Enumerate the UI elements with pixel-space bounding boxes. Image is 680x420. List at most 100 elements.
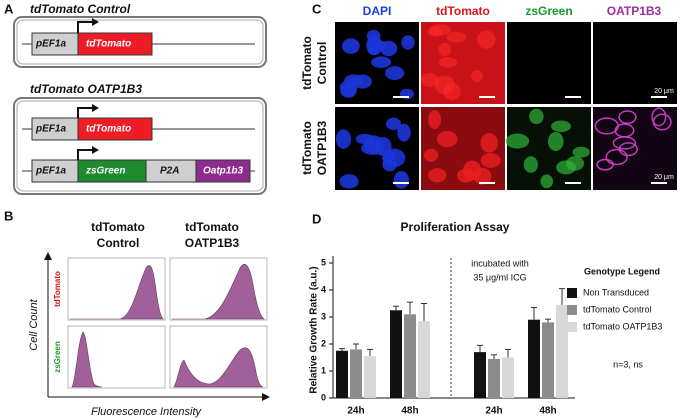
x-tick-label: 24h [485, 406, 502, 417]
cell [605, 148, 628, 166]
cell [477, 30, 496, 49]
cell [355, 133, 375, 145]
column-header: tdTomato [436, 4, 490, 18]
promoter-arrow [77, 107, 94, 118]
cell [540, 174, 554, 189]
axis-label: Fluorescence Intensity [91, 406, 203, 418]
legend-title: Genotype Legend [584, 266, 660, 276]
histogram [70, 265, 164, 320]
histogram [71, 331, 103, 388]
x-tick-label: 48h [539, 406, 556, 417]
construct-box [13, 16, 267, 68]
promoter-arrow [77, 149, 94, 160]
cell [420, 72, 439, 87]
linker-label: P2A [160, 166, 179, 177]
cell [438, 42, 452, 57]
gene-box [77, 32, 153, 56]
x-tick-label: 48h [401, 406, 418, 417]
cell [523, 156, 538, 173]
cell [341, 38, 360, 54]
construct-title: tdTomato Control [30, 2, 131, 16]
y-tick-label: 4 [321, 284, 326, 294]
gene-box [77, 117, 153, 141]
cell [446, 31, 467, 43]
cell [384, 66, 405, 81]
column-header: DAPI [363, 4, 392, 18]
bar [418, 321, 430, 398]
legend-swatch [567, 305, 577, 315]
column-header: zsGreen [525, 4, 572, 18]
cell [651, 107, 667, 127]
cell [480, 133, 498, 153]
y-tick-label: 0 [321, 392, 326, 402]
promoter-label: pEF1a [35, 124, 66, 135]
cell [335, 129, 352, 149]
construct-box-inner [16, 19, 264, 65]
cell [382, 157, 397, 172]
scale-bar-label: 20 μm [654, 174, 674, 181]
annotation: incubated with [471, 258, 529, 268]
axis-label: Cell Count [28, 298, 40, 350]
bar [364, 356, 376, 398]
y-tick-label: 1 [321, 365, 326, 375]
row-label: OATP1B3 [315, 120, 329, 175]
panel-label: D [312, 211, 321, 226]
cell [423, 148, 439, 162]
bar [556, 304, 568, 398]
y-tick-label: 5 [321, 257, 326, 267]
legend-label: tdTomato OATP1B3 [583, 321, 662, 331]
column-header: tdTomato [91, 220, 145, 234]
cell [547, 131, 564, 152]
cell [429, 24, 451, 36]
panel-label: A [4, 1, 14, 16]
cell [614, 123, 635, 138]
y-axis-label: Relative Growth Rate (a.u.) [309, 266, 320, 393]
gene-label: tdTomato [86, 39, 131, 50]
cell [436, 130, 458, 148]
arrow-head [92, 104, 99, 112]
column-header: Control [97, 236, 140, 250]
cell [374, 137, 392, 156]
gene-label: Oatp1b3 [203, 166, 243, 177]
legend-label: Non Transduced [583, 287, 649, 297]
arrow-head [92, 146, 99, 154]
legend-swatch [567, 288, 577, 298]
cell [428, 168, 447, 183]
bar [528, 319, 540, 398]
cell [385, 117, 402, 131]
cell [565, 156, 585, 171]
cell [393, 171, 409, 189]
annotation: 35 μg/ml ICG [473, 272, 526, 282]
histogram [172, 264, 265, 320]
cell [339, 174, 359, 189]
cell [443, 82, 461, 101]
bar [488, 358, 500, 398]
row-label: zsGreen [53, 341, 62, 373]
row-label: tdTomato [300, 121, 314, 175]
panel-label: C [312, 1, 322, 16]
row-label: tdTomato [300, 36, 314, 90]
construct-box-inner [16, 100, 264, 192]
row-label: tdTomato [53, 271, 62, 307]
cell [551, 120, 571, 133]
cell [572, 146, 590, 158]
cell [380, 40, 398, 57]
cell [480, 152, 501, 168]
micrograph [507, 22, 591, 104]
gene-label: tdTomato [86, 124, 131, 135]
promoter-arrow [77, 21, 94, 33]
x-tick-label: 24h [347, 406, 364, 417]
micrograph [593, 22, 677, 104]
note: n=3, ns [613, 359, 643, 369]
cell [371, 56, 392, 68]
construct-box [13, 97, 267, 195]
cell [366, 29, 381, 43]
cell [529, 108, 544, 125]
gene-label: zsGreen [85, 166, 125, 177]
legend-label: tdTomato Control [583, 304, 652, 314]
arrow-head [92, 18, 99, 26]
scale-bar-label: 20 μm [654, 88, 674, 95]
cell [462, 160, 482, 181]
gene-box [195, 159, 251, 183]
